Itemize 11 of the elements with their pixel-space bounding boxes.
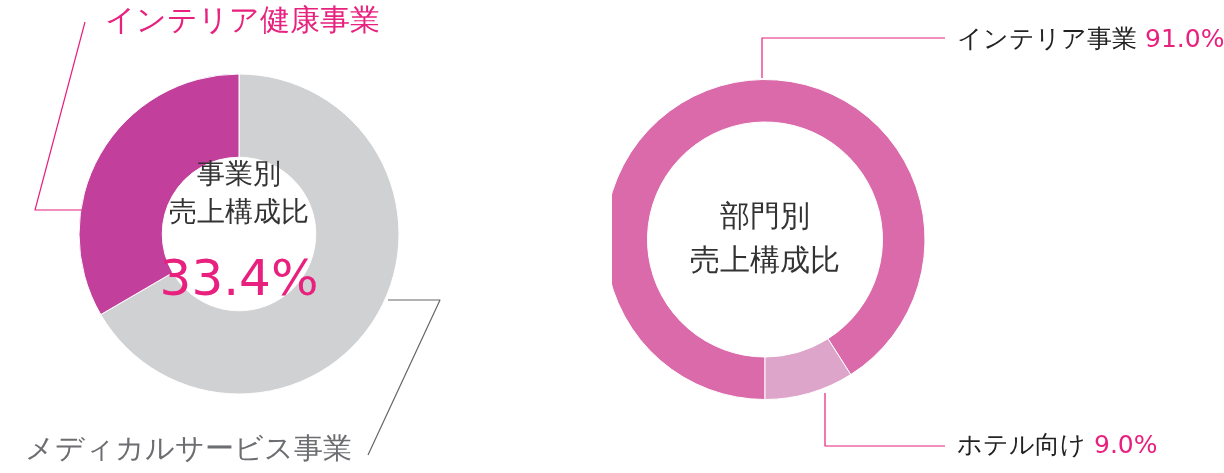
text: 部門別 — [720, 197, 810, 233]
data-label: 9.0% — [1094, 429, 1158, 459]
text: 事業別 — [197, 157, 281, 191]
slice-label: メディカルサービス事業 — [25, 430, 352, 465]
text: 33.4% — [159, 248, 319, 307]
slice-label: インテリア事業 — [957, 23, 1137, 53]
text: 売上構成比 — [690, 241, 840, 277]
data-label: 91.0% — [1145, 23, 1224, 53]
slice-label: インテリア健康事業 — [105, 1, 380, 37]
slice-label: ホテル向け — [957, 429, 1086, 459]
text: 売上構成比 — [169, 195, 309, 229]
